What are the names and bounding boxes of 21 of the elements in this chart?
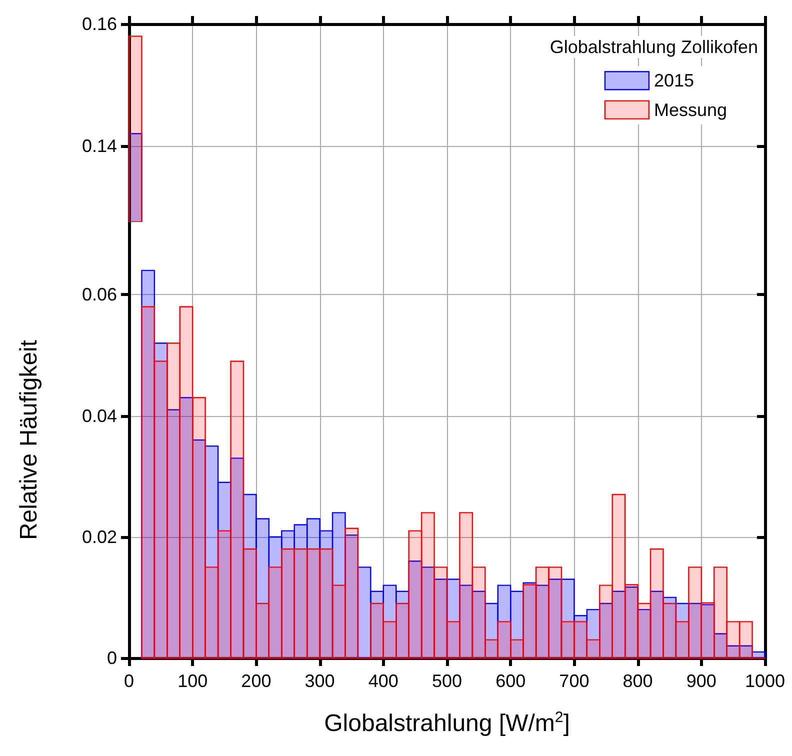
x-tick-label: 1000	[744, 671, 786, 691]
y-tick-label: 0	[106, 648, 117, 668]
x-tick-label: 0	[124, 671, 134, 691]
x-tick-label: 700	[559, 671, 590, 691]
x-tick-label: 100	[178, 671, 208, 691]
x-tick-label: 500	[432, 671, 462, 691]
y-tick-label: 0.04	[82, 406, 117, 426]
y-tick-label: 0.02	[82, 526, 117, 547]
x-tick-label: 900	[686, 671, 716, 691]
legend-label: Messung	[654, 100, 728, 120]
y-tick-label: 0.16	[82, 14, 117, 34]
x-tick-label: 800	[622, 671, 653, 691]
legend-title: Globalstrahlung Zollikofen	[550, 37, 758, 57]
x-tick-label: 600	[496, 671, 526, 691]
y-tick-label: 0.06	[82, 284, 117, 305]
x-tick-label: 300	[304, 671, 335, 691]
x-tick-label: 200	[241, 671, 272, 691]
y-tick-label: 0.14	[82, 136, 117, 156]
x-tick-label: 400	[368, 671, 398, 691]
y-axis-title: Relative Häufigkeit	[16, 340, 42, 540]
legend-label: 2015	[654, 70, 694, 91]
